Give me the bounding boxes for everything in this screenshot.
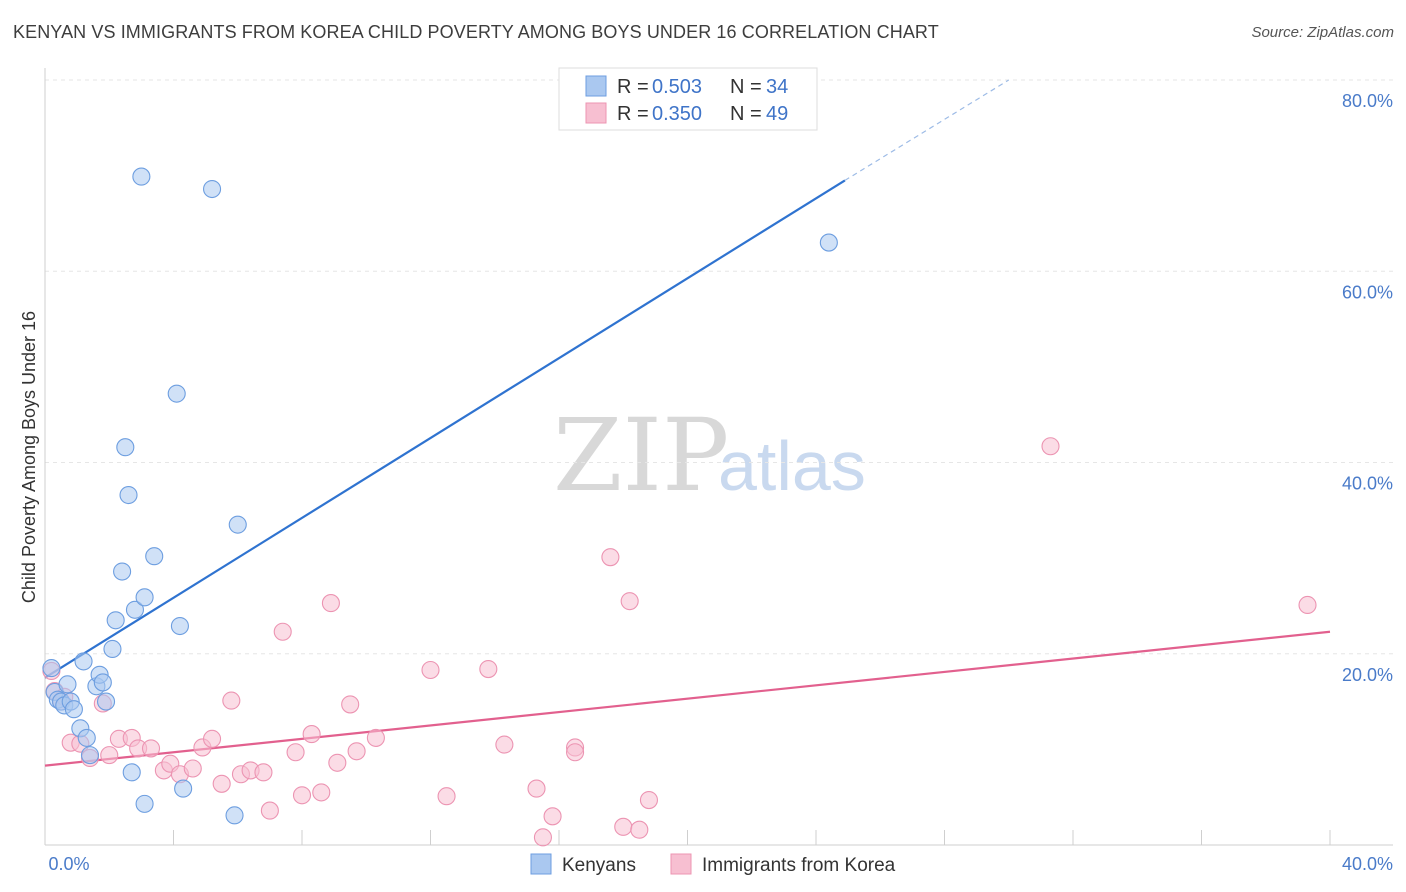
point-korea [141,739,161,758]
point-kenyans [93,673,112,692]
point-kenyans [58,675,77,694]
point-korea [495,735,514,754]
watermark: ZIP atlas [553,397,866,514]
point-kenyans [819,233,838,252]
point-kenyans [77,728,96,747]
point-korea [639,791,659,810]
point-korea [222,691,241,710]
correlation-legend: R = 0.503 N = 34 R = 0.350 N = 49 [558,67,818,131]
point-kenyans [103,639,122,659]
point-kenyans [203,179,222,199]
watermark-atlas: atlas [718,427,866,505]
point-korea [292,786,312,805]
series-legend-label-korea: Immigrants from Korea [702,855,896,876]
point-korea [212,774,231,793]
point-korea [1298,595,1317,615]
legend-swatch-kenyans [585,75,607,97]
legend-r-value-kenyans: 0.503 [652,76,702,98]
point-kenyans [145,547,164,566]
point-korea [630,820,649,839]
point-kenyans [80,746,100,765]
series-legend-swatch-korea [670,853,692,875]
point-korea [312,783,331,802]
point-kenyans [119,485,138,505]
point-kenyans [167,384,186,403]
legend-n-label-korea: N = [730,103,762,125]
point-korea [302,725,321,744]
point-kenyans [132,167,151,186]
point-korea [437,787,456,806]
point-korea [614,817,633,836]
y-tick-label: 20.0% [1342,665,1393,685]
y-axis-label: Child Poverty Among Boys Under 16 [19,311,39,603]
legend-n-label-kenyans: N = [730,76,762,98]
point-korea [203,729,222,748]
point-kenyans [174,779,193,798]
source-label: Source: ZipAtlas.com [1251,24,1394,41]
legend-r-label-kenyans: R = [617,76,649,98]
point-korea [601,548,620,567]
series-legend-label-kenyans: Kenyans [562,855,636,876]
point-kenyans [125,600,144,619]
point-kenyans [170,616,189,636]
data-points [42,167,1317,847]
point-korea [254,763,273,782]
point-korea [286,743,305,762]
trendline-kenyans [44,179,846,679]
point-kenyans [113,562,132,581]
point-korea [366,728,385,747]
legend-n-value-kenyans: 34 [766,76,788,98]
point-korea [273,622,292,641]
point-kenyans [225,806,244,825]
point-kenyans [122,763,141,782]
point-korea [1041,437,1060,456]
point-korea [479,659,498,679]
point-korea [533,828,552,847]
legend-swatch-korea [585,102,607,124]
point-kenyans [106,611,125,630]
x-tick-label: 40.0% [1342,854,1393,874]
point-kenyans [64,700,83,719]
grid: 20.0% 40.0% 60.0% 80.0% [45,79,1393,685]
point-korea [620,592,639,611]
series-legend: Kenyans Immigrants from Korea [530,853,896,876]
point-kenyans [74,652,93,671]
x-tick-label: 0.0% [48,854,89,874]
point-kenyans [135,794,154,813]
point-korea [347,742,366,761]
legend-r-value-korea: 0.350 [652,103,702,125]
point-kenyans [116,438,135,457]
point-kenyans [228,515,247,534]
chart-title: KENYAN VS IMMIGRANTS FROM KOREA CHILD PO… [13,22,939,42]
y-tick-label: 60.0% [1342,282,1393,302]
y-tick-label: 80.0% [1342,91,1393,111]
point-korea [566,743,585,762]
trend-lines [44,79,1331,767]
point-korea [341,695,360,714]
point-kenyans [42,659,61,678]
legend-r-label-korea: R = [617,103,649,125]
point-kenyans [135,588,154,607]
point-korea [321,594,340,613]
axes: 0.0% 40.0% [44,68,1393,874]
point-korea [421,660,440,680]
point-korea [543,807,562,826]
trendline-korea [44,630,1331,767]
point-korea [183,759,202,778]
point-korea [328,753,347,772]
point-korea [100,746,119,765]
point-korea [527,779,546,798]
trendline-kenyans-extension [844,79,1010,181]
legend-n-value-korea: 49 [766,103,788,125]
point-korea [260,801,279,820]
point-kenyans [96,692,116,711]
series-legend-swatch-kenyans [530,853,552,875]
watermark-zip: ZIP [553,397,729,514]
y-tick-label: 40.0% [1342,474,1393,494]
